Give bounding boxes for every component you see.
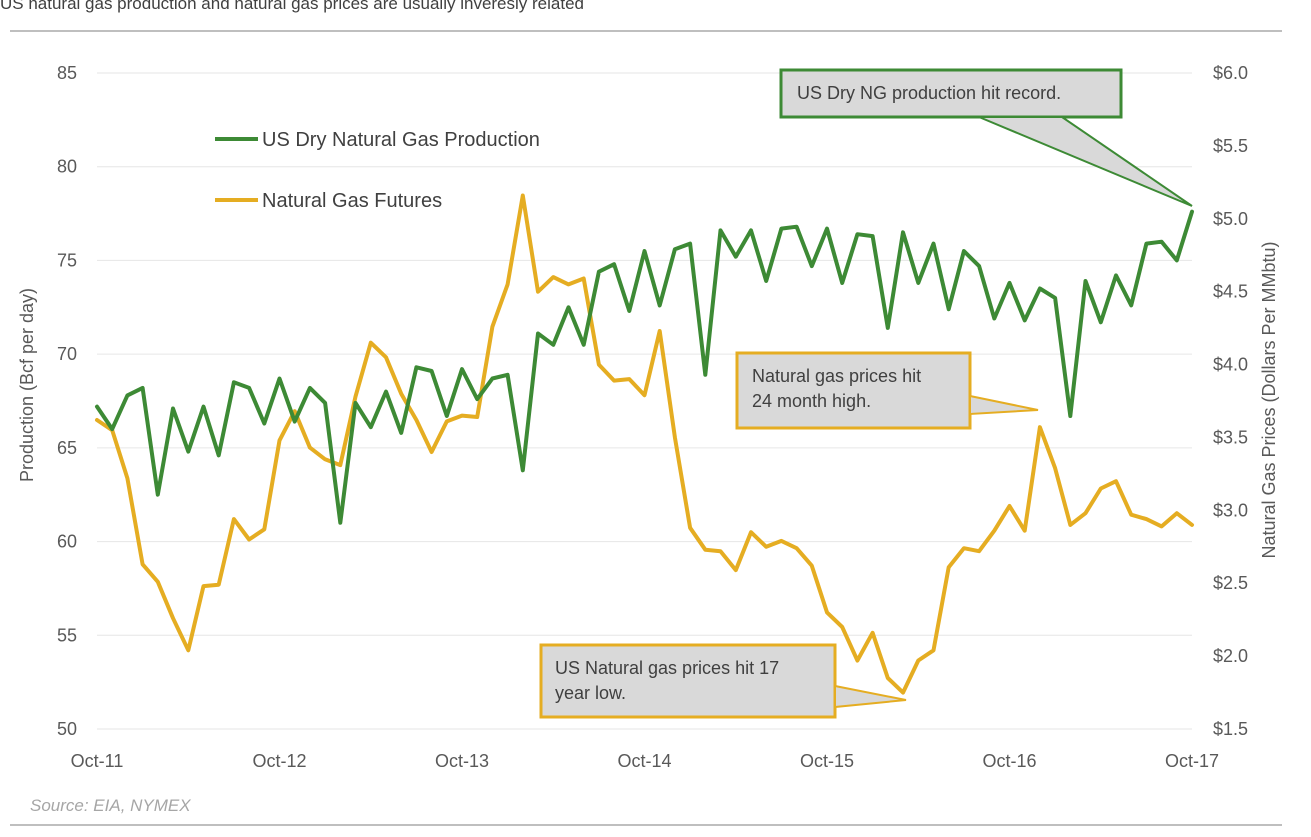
top-divider — [10, 30, 1282, 32]
left-tick-label: 65 — [57, 438, 77, 458]
right-tick-label: $2.0 — [1213, 646, 1248, 666]
x-tick-label: Oct-11 — [71, 751, 124, 771]
x-tick-label: Oct-12 — [252, 751, 306, 771]
x-tick-label: Oct-13 — [435, 751, 489, 771]
right-tick-label: $4.0 — [1213, 355, 1248, 375]
callout-text: Natural gas prices hit — [752, 366, 921, 386]
legend: US Dry Natural Gas Production Natural Gas… — [215, 129, 540, 212]
source-note: Source: EIA, NYMEX — [30, 796, 191, 815]
x-tick-label: Oct-15 — [800, 751, 854, 771]
left-axis-ticks: 50 55 60 65 70 75 80 85 — [57, 63, 77, 739]
callout: US Dry NG production hit record. — [779, 68, 1193, 207]
right-tick-label: $3.5 — [1213, 427, 1248, 447]
right-tick-label: $1.5 — [1213, 719, 1248, 739]
x-tick-label: Oct-16 — [982, 751, 1036, 771]
futures-series-line — [95, 193, 1194, 695]
callouts: US Dry NG production hit record. Natural … — [539, 68, 1193, 719]
bottom-divider — [10, 824, 1282, 826]
callout: US Natural gas prices hit 17 year low. — [539, 643, 907, 719]
callout-text: US Natural gas prices hit 17 — [555, 658, 779, 678]
right-axis-title: Natural Gas Prices (Dollars Per MMbtu) — [1259, 241, 1279, 558]
left-tick-label: 85 — [57, 63, 77, 83]
callout-text: year low. — [555, 683, 626, 703]
x-tick-label: Oct-17 — [1165, 751, 1219, 771]
callout-pointer — [969, 394, 1039, 416]
production-series-line — [95, 209, 1194, 525]
callout-text: 24 month high. — [752, 391, 871, 411]
left-tick-label: 70 — [57, 344, 77, 364]
gridlines — [97, 72, 1192, 730]
callout: Natural gas prices hit 24 month high. — [735, 351, 1039, 430]
right-tick-label: $3.0 — [1213, 500, 1248, 520]
callout-box — [779, 68, 1123, 119]
right-tick-label: $6.0 — [1213, 63, 1248, 83]
callout-pointer — [834, 684, 907, 709]
left-tick-label: 75 — [57, 250, 77, 270]
callout-box — [735, 351, 972, 430]
callout-pointer — [978, 116, 1193, 207]
legend-label: Natural Gas Futures — [262, 190, 442, 212]
legend-label: US Dry Natural Gas Production — [262, 129, 540, 151]
right-tick-label: $5.0 — [1213, 209, 1248, 229]
left-tick-label: 50 — [57, 719, 77, 739]
chart-title: US natural gas production and natural ga… — [0, 0, 584, 13]
left-axis-title: Production (Bcf per day) — [17, 288, 37, 482]
right-tick-label: $4.5 — [1213, 282, 1248, 302]
x-axis-ticks: Oct-11 Oct-12 Oct-13 Oct-14 Oct-15 Oct-16 Oct-… — [71, 751, 1219, 771]
right-tick-label: $2.5 — [1213, 573, 1248, 593]
right-tick-label: $5.5 — [1213, 136, 1248, 156]
right-axis-ticks: $1.5 $2.0 $2.5 $3.0 $3.5 $4.0 $4.5 $5.0 $5.5 $6.0 — [1213, 63, 1248, 739]
x-tick-label: Oct-14 — [617, 751, 671, 771]
left-tick-label: 55 — [57, 625, 77, 645]
series-lines — [95, 193, 1194, 695]
left-tick-label: 60 — [57, 532, 77, 552]
left-tick-label: 80 — [57, 157, 77, 177]
callout-text: US Dry NG production hit record. — [797, 83, 1061, 103]
callout-box — [539, 643, 837, 719]
